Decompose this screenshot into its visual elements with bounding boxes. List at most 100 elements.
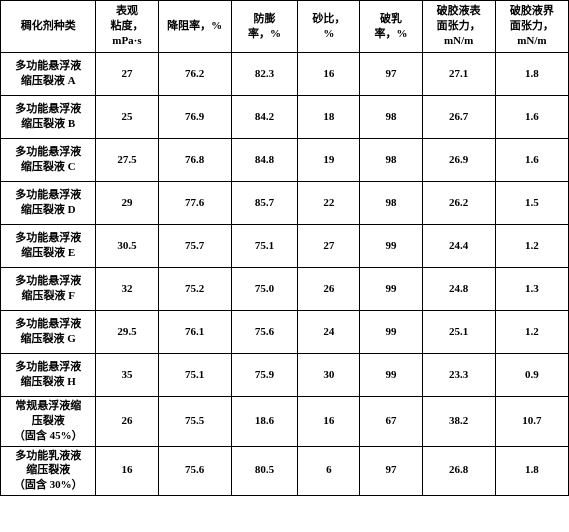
table-row: 常规悬浮液缩压裂液（固含 45%）2675.518.6166738.210.7: [1, 397, 569, 447]
cell-value: 18: [298, 96, 360, 139]
table-row: 多功能悬浮液缩压裂液 A2776.282.3169727.11.8: [1, 53, 569, 96]
col-header-1: 表观粘度，mPa·s: [96, 1, 158, 53]
cell-value: 25.1: [422, 311, 495, 354]
data-table: 稠化剂种类 表观粘度，mPa·s 降阻率，% 防膨率，% 砂比，% 破乳率，% …: [0, 0, 569, 496]
cell-value: 77.6: [158, 182, 231, 225]
table-row: 多功能悬浮液缩压裂液 E30.575.775.1279924.41.2: [1, 225, 569, 268]
cell-value: 16: [298, 53, 360, 96]
col-header-4: 砂比，%: [298, 1, 360, 53]
table-row: 多功能乳液液缩压裂液（固含 30%）1675.680.569726.81.8: [1, 446, 569, 496]
cell-value: 75.7: [158, 225, 231, 268]
cell-value: 1.3: [495, 268, 568, 311]
cell-value: 19: [298, 139, 360, 182]
row-label: 多功能悬浮液缩压裂液 E: [1, 225, 96, 268]
cell-value: 26.7: [422, 96, 495, 139]
cell-value: 99: [360, 311, 422, 354]
cell-value: 26.2: [422, 182, 495, 225]
cell-value: 32: [96, 268, 158, 311]
cell-value: 26.9: [422, 139, 495, 182]
cell-value: 98: [360, 139, 422, 182]
cell-value: 67: [360, 397, 422, 447]
cell-value: 97: [360, 446, 422, 496]
cell-value: 98: [360, 182, 422, 225]
cell-value: 97: [360, 53, 422, 96]
cell-value: 24.8: [422, 268, 495, 311]
cell-value: 84.8: [231, 139, 298, 182]
table-row: 多功能悬浮液缩压裂液 G29.576.175.6249925.11.2: [1, 311, 569, 354]
table-row: 多功能悬浮液缩压裂液 H3575.175.9309923.30.9: [1, 354, 569, 397]
cell-value: 75.2: [158, 268, 231, 311]
cell-value: 76.2: [158, 53, 231, 96]
header-row: 稠化剂种类 表观粘度，mPa·s 降阻率，% 防膨率，% 砂比，% 破乳率，% …: [1, 1, 569, 53]
cell-value: 35: [96, 354, 158, 397]
table-row: 多功能悬浮液缩压裂液 B2576.984.2189826.71.6: [1, 96, 569, 139]
cell-value: 26.8: [422, 446, 495, 496]
cell-value: 1.2: [495, 225, 568, 268]
cell-value: 27: [298, 225, 360, 268]
cell-value: 76.1: [158, 311, 231, 354]
col-header-3: 防膨率，%: [231, 1, 298, 53]
cell-value: 75.9: [231, 354, 298, 397]
cell-value: 1.2: [495, 311, 568, 354]
cell-value: 85.7: [231, 182, 298, 225]
cell-value: 25: [96, 96, 158, 139]
row-label: 多功能悬浮液缩压裂液 D: [1, 182, 96, 225]
cell-value: 1.8: [495, 446, 568, 496]
row-label: 常规悬浮液缩压裂液（固含 45%）: [1, 397, 96, 447]
cell-value: 30: [298, 354, 360, 397]
col-header-6: 破胶液表面张力，mN/m: [422, 1, 495, 53]
cell-value: 26: [96, 397, 158, 447]
col-header-7: 破胶液界面张力，mN/m: [495, 1, 568, 53]
cell-value: 30.5: [96, 225, 158, 268]
cell-value: 38.2: [422, 397, 495, 447]
cell-value: 1.6: [495, 139, 568, 182]
cell-value: 75.1: [158, 354, 231, 397]
cell-value: 6: [298, 446, 360, 496]
cell-value: 18.6: [231, 397, 298, 447]
cell-value: 16: [96, 446, 158, 496]
cell-value: 1.6: [495, 96, 568, 139]
row-label: 多功能悬浮液缩压裂液 F: [1, 268, 96, 311]
cell-value: 75.6: [231, 311, 298, 354]
cell-value: 99: [360, 268, 422, 311]
cell-value: 26: [298, 268, 360, 311]
row-label: 多功能悬浮液缩压裂液 C: [1, 139, 96, 182]
row-label: 多功能悬浮液缩压裂液 A: [1, 53, 96, 96]
cell-value: 10.7: [495, 397, 568, 447]
row-label: 多功能悬浮液缩压裂液 H: [1, 354, 96, 397]
cell-value: 24.4: [422, 225, 495, 268]
row-label: 多功能悬浮液缩压裂液 G: [1, 311, 96, 354]
cell-value: 75.5: [158, 397, 231, 447]
cell-value: 80.5: [231, 446, 298, 496]
row-label: 多功能悬浮液缩压裂液 B: [1, 96, 96, 139]
col-header-2: 降阻率，%: [158, 1, 231, 53]
table-row: 多功能悬浮液缩压裂液 F3275.275.0269924.81.3: [1, 268, 569, 311]
cell-value: 16: [298, 397, 360, 447]
table-body: 多功能悬浮液缩压裂液 A2776.282.3169727.11.8多功能悬浮液缩…: [1, 53, 569, 496]
table-row: 多功能悬浮液缩压裂液 C27.576.884.8199826.91.6: [1, 139, 569, 182]
cell-value: 0.9: [495, 354, 568, 397]
cell-value: 99: [360, 225, 422, 268]
cell-value: 24: [298, 311, 360, 354]
cell-value: 1.8: [495, 53, 568, 96]
cell-value: 29.5: [96, 311, 158, 354]
col-header-0: 稠化剂种类: [1, 1, 96, 53]
cell-value: 98: [360, 96, 422, 139]
table-row: 多功能悬浮液缩压裂液 D2977.685.7229826.21.5: [1, 182, 569, 225]
cell-value: 23.3: [422, 354, 495, 397]
cell-value: 29: [96, 182, 158, 225]
cell-value: 76.9: [158, 96, 231, 139]
cell-value: 75.1: [231, 225, 298, 268]
row-label: 多功能乳液液缩压裂液（固含 30%）: [1, 446, 96, 496]
table-header: 稠化剂种类 表观粘度，mPa·s 降阻率，% 防膨率，% 砂比，% 破乳率，% …: [1, 1, 569, 53]
cell-value: 76.8: [158, 139, 231, 182]
cell-value: 82.3: [231, 53, 298, 96]
cell-value: 27: [96, 53, 158, 96]
cell-value: 75.0: [231, 268, 298, 311]
cell-value: 27.5: [96, 139, 158, 182]
cell-value: 99: [360, 354, 422, 397]
col-header-5: 破乳率，%: [360, 1, 422, 53]
cell-value: 27.1: [422, 53, 495, 96]
cell-value: 1.5: [495, 182, 568, 225]
cell-value: 84.2: [231, 96, 298, 139]
